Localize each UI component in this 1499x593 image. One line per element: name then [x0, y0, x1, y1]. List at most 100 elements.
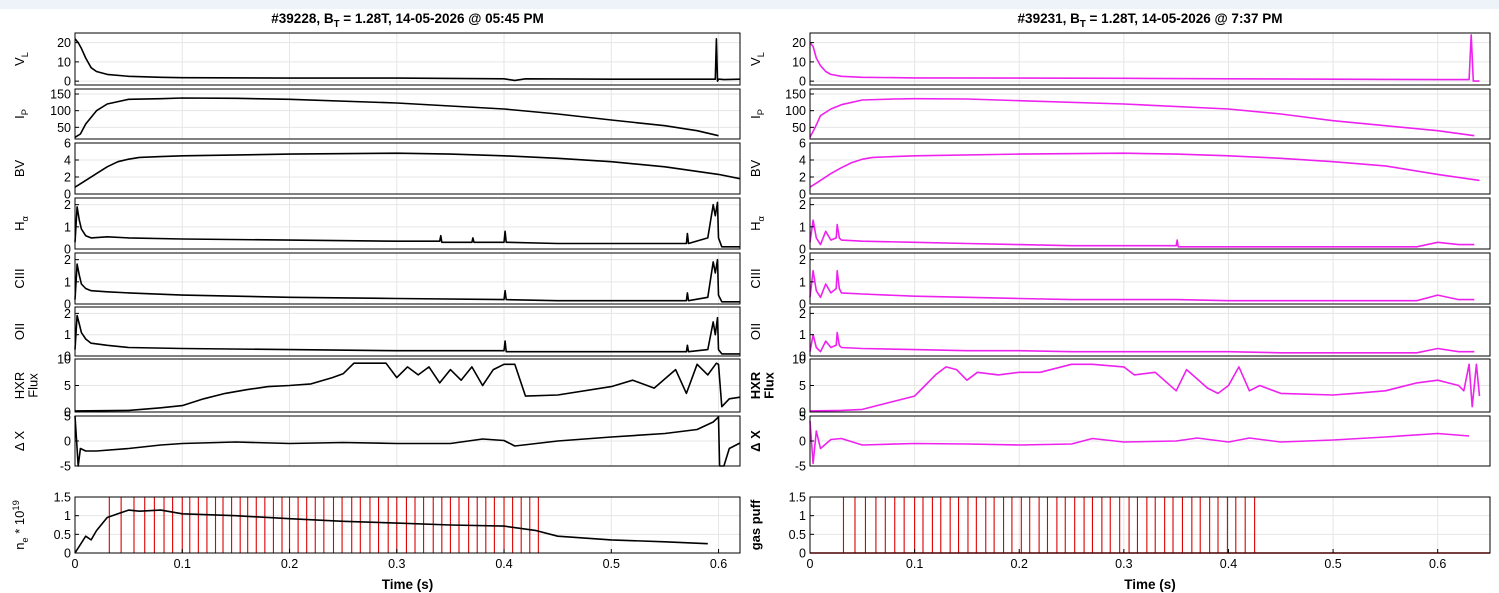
- y-tick-label: 0: [64, 547, 71, 561]
- x-tick-label: 0.3: [1115, 557, 1132, 571]
- subplot-4: 0 1 2 Hα​: [12, 197, 741, 257]
- subplot-6: 0 1 2 OII: [12, 306, 741, 364]
- y-tick-label: 100: [50, 104, 71, 118]
- series-line: [809, 363, 1481, 412]
- x-tick-label: 0.4: [1220, 557, 1237, 571]
- subplot-4: 0 1 2 Hα​: [748, 197, 1491, 257]
- x-tick-label: 0: [72, 557, 79, 571]
- x-tick-label: 0.4: [495, 557, 512, 571]
- panel-2: #39231, BT​ = 1.28T, 14-05-2026 @ 7:37 P…: [748, 11, 1491, 592]
- y-tick-label: 0: [64, 298, 71, 312]
- y-tick-label: 6: [799, 137, 806, 151]
- axes-box: [74, 252, 741, 305]
- x-tick-label: 0.2: [1011, 557, 1028, 571]
- y-axis-label: BV: [748, 160, 763, 178]
- y-tick-label: 2: [64, 198, 71, 212]
- y-axis-label: OII: [748, 323, 763, 340]
- subplot-9: 0 0.5 1 1.5 ne​ * 1019​: [11, 491, 741, 561]
- y-axis-label: VL​: [12, 52, 30, 66]
- subplot-5: 0 1 2 CIII: [12, 252, 741, 312]
- y-tick-label: 0: [64, 406, 71, 420]
- y-tick-label: 150: [785, 88, 806, 102]
- y-tick-label: 5: [64, 379, 71, 393]
- x-tick-label: 0.6: [1429, 557, 1446, 571]
- series-line: [809, 34, 1480, 82]
- y-tick-label: 0: [799, 406, 806, 420]
- y-tick-label: 1: [799, 220, 806, 234]
- x-axis-label: Time (s): [382, 577, 434, 592]
- subplot-5: 0 1 2 CIII: [748, 252, 1491, 312]
- axes-box: [809, 32, 1491, 86]
- y-tick-label: 0: [799, 350, 806, 364]
- axes-box: [809, 252, 1491, 305]
- y-axis-label: OII: [12, 323, 27, 340]
- y-tick-label: 100: [785, 104, 806, 118]
- axes-box: [74, 496, 741, 554]
- axes-box: [809, 88, 1491, 140]
- series-line: [74, 38, 741, 82]
- y-tick-label: 20: [57, 36, 71, 50]
- y-tick-label: 20: [792, 36, 806, 50]
- y-tick-label: 0: [799, 298, 806, 312]
- y-tick-label: 10: [57, 55, 71, 69]
- axes-box: [809, 142, 1491, 195]
- series-line: [809, 219, 1475, 248]
- y-tick-label: 0: [799, 188, 806, 202]
- y-tick-label: 1: [64, 220, 71, 234]
- y-tick-label: -5: [795, 460, 806, 474]
- x-tick-label: 0.5: [1324, 557, 1341, 571]
- y-axis-label: Hα​: [12, 216, 30, 231]
- y-tick-label: 0: [799, 547, 806, 561]
- x-tick-label: 0.6: [710, 557, 727, 571]
- y-tick-label: 1: [799, 509, 806, 523]
- axes-box: [809, 496, 1491, 554]
- axes-box: [74, 32, 741, 86]
- axes-box: [74, 142, 741, 195]
- y-tick-label: 1: [799, 275, 806, 289]
- y-axis-label: HXRFlux: [12, 372, 41, 399]
- y-tick-label: 0: [799, 243, 806, 257]
- subplot-1: 0 10 20 VL​: [748, 32, 1491, 89]
- y-tick-label: 0: [799, 75, 806, 89]
- x-tick-label: 0.3: [388, 557, 405, 571]
- subplot-2: 50 100 150 IP​: [12, 88, 741, 140]
- subplot-8: -5 0 5 Δ X: [748, 410, 1491, 474]
- y-axis-label: BV: [12, 160, 27, 178]
- y-tick-label: 2: [799, 253, 806, 267]
- y-tick-label: 1: [64, 275, 71, 289]
- figure-top-bar: [0, 0, 1499, 9]
- y-tick-label: 0: [64, 435, 71, 449]
- y-tick-label: 10: [792, 353, 806, 367]
- y-tick-label: 4: [64, 154, 71, 168]
- panel-1: #39228, BT​ = 1.28T, 14-05-2026 @ 05:45 …: [11, 11, 741, 592]
- series-line: [809, 152, 1480, 188]
- x-tick-label: 0.5: [603, 557, 620, 571]
- y-tick-label: 2: [799, 198, 806, 212]
- y-tick-label: 0: [64, 188, 71, 202]
- y-tick-label: 5: [799, 410, 806, 424]
- axes-box: [809, 197, 1491, 250]
- series-line: [74, 509, 708, 554]
- series-line: [74, 415, 741, 467]
- y-axis-label: ne​ * 1019​: [11, 500, 30, 550]
- y-tick-label: 0: [64, 350, 71, 364]
- y-tick-label: 10: [57, 353, 71, 367]
- subplot-9: 0 0.5 1 1.5 gas puff: [748, 491, 1491, 561]
- y-axis-label: gas puff: [748, 499, 763, 550]
- axes-box: [74, 197, 741, 250]
- y-axis-label: VL​: [748, 52, 766, 66]
- y-tick-label: 6: [64, 137, 71, 151]
- y-tick-label: 0.5: [54, 528, 71, 542]
- x-axis-label: Time (s): [1124, 577, 1176, 592]
- panel-title: #39228, BT​ = 1.28T, 14-05-2026 @ 05:45 …: [271, 11, 543, 30]
- y-tick-label: 0: [64, 75, 71, 89]
- y-tick-label: 10: [792, 55, 806, 69]
- y-tick-label: 1: [64, 509, 71, 523]
- subplot-2: 50 100 150 IP​: [748, 88, 1491, 140]
- y-tick-label: 0.5: [789, 528, 806, 542]
- y-axis-label: CIII: [748, 268, 763, 288]
- series-line: [809, 331, 1475, 354]
- y-tick-label: 1.5: [54, 491, 71, 505]
- x-tick-label: 0.1: [906, 557, 923, 571]
- y-axis-label: IP​: [748, 109, 766, 119]
